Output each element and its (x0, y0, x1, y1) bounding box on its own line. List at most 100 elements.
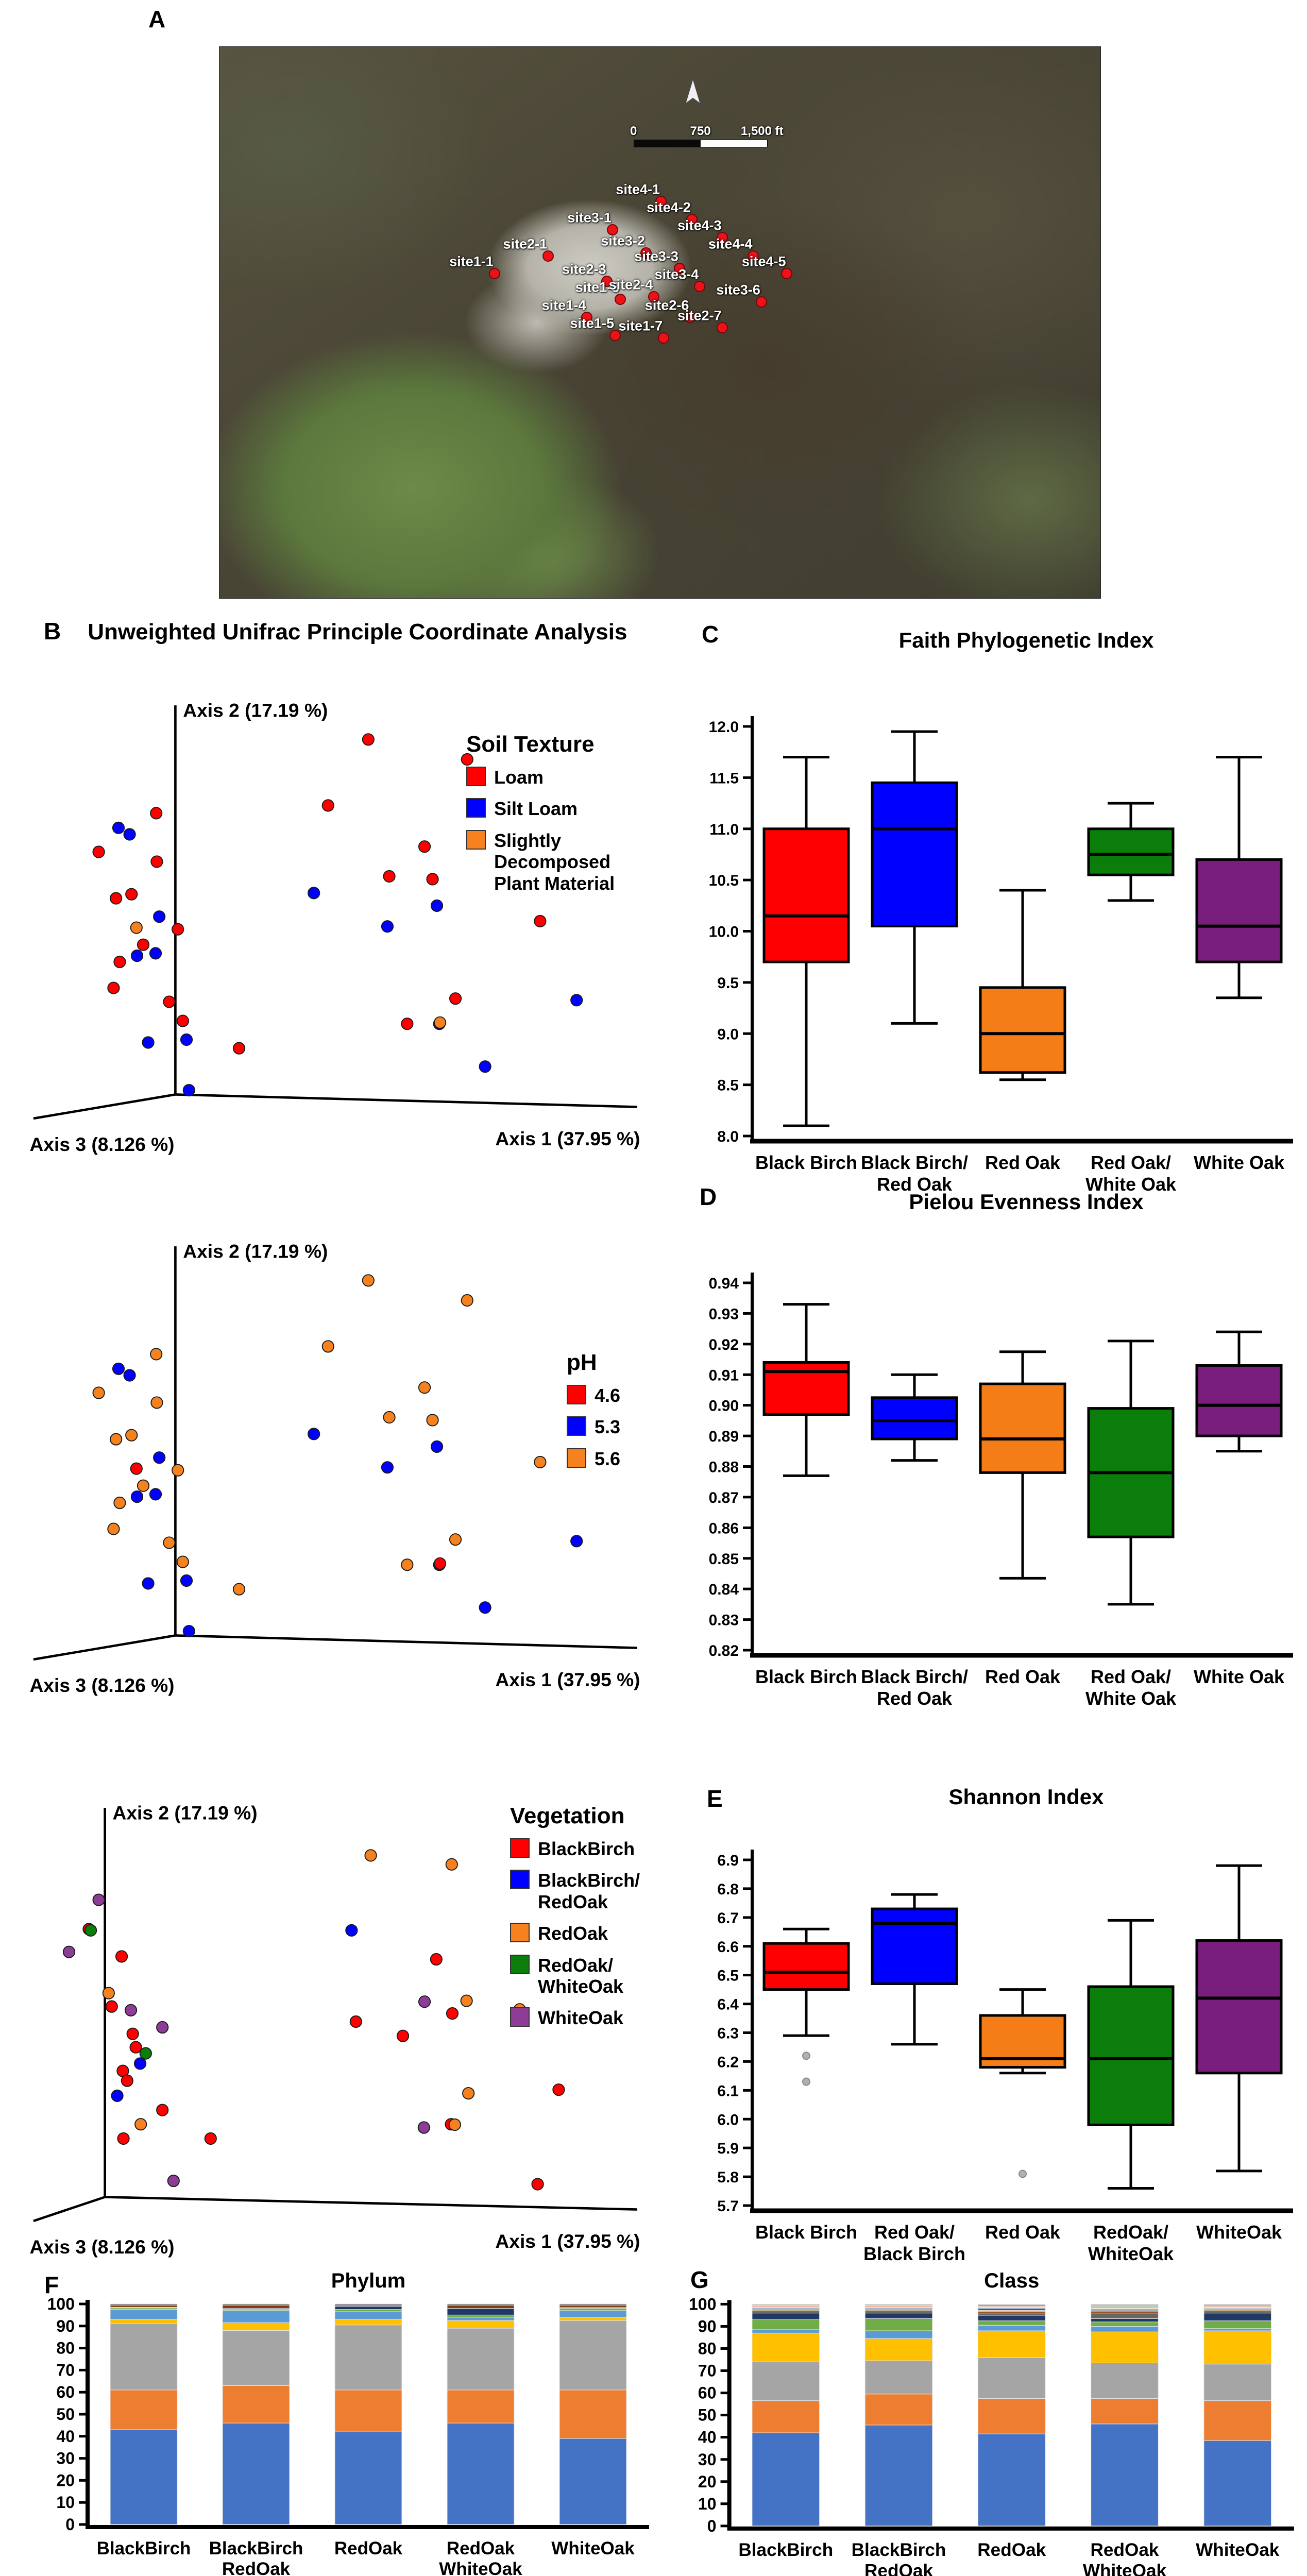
map-site-label: site4-5 (741, 253, 786, 269)
bar-segment (222, 2322, 290, 2331)
map-site-dot (655, 195, 667, 207)
bar-segment (864, 2318, 933, 2331)
y-tick-label: 6.9 (717, 1852, 739, 1869)
y-tick-label: 0.93 (709, 1306, 739, 1323)
bar-segment (1091, 2362, 1159, 2399)
scatter-point (461, 753, 473, 766)
category-label: White Oak (1085, 1688, 1177, 1709)
scatter-point (92, 845, 105, 858)
bar-segment (977, 2330, 1046, 2358)
scatter-point (142, 1577, 155, 1590)
y-tick-label: 0 (65, 2515, 75, 2534)
bar-segment (1091, 2424, 1159, 2527)
scatter-point (102, 1987, 115, 1999)
scatter-point (418, 840, 431, 853)
y-tick-label: 100 (689, 2295, 717, 2313)
map-site-dot (686, 213, 698, 225)
y-tick-label: 9.5 (717, 975, 739, 992)
bar-segment (977, 2357, 1046, 2399)
legend-title: Soil Texture (466, 732, 595, 757)
box (871, 1396, 958, 1440)
category-label: RedOak (977, 2540, 1046, 2560)
map-site-dot (601, 275, 613, 287)
y-tick-label: 0 (707, 2517, 717, 2535)
scatter-point (364, 1849, 377, 1862)
bar-segment (447, 2389, 515, 2424)
scatter-point (418, 1381, 431, 1394)
scatter-point (134, 2118, 147, 2131)
scatter-point (62, 1945, 76, 1958)
bar-segment (1203, 2440, 1272, 2527)
legend-label: WhiteOak (538, 2007, 624, 2029)
y-tick-label: 70 (56, 2361, 75, 2379)
bar-segment (222, 2330, 290, 2386)
y-tick-label: 8.5 (717, 1077, 739, 1094)
category-label: Red Oak (985, 2222, 1061, 2243)
y-tick-label: 0.86 (709, 1520, 739, 1537)
scatter-point (426, 1414, 439, 1427)
category-label: Red Oak/ (1091, 1152, 1171, 1173)
axis1-label: Axis 1 (37.95 %) (495, 2230, 640, 2252)
y-tick-label: 6.3 (717, 2025, 739, 2042)
legend-item: Silt Loam (466, 798, 615, 819)
map-site-dot (717, 232, 728, 244)
legend-swatch (510, 2007, 530, 2027)
shannon-index-chart: Shannon Index 5.7 5.8 5.9 6.0 6.1 6.2 6.3 6.4 6.5… (697, 1777, 1304, 2287)
scatter-point (150, 855, 163, 868)
scatter-point (182, 1083, 195, 1097)
map-site-label: site1-5 (570, 315, 615, 331)
class-stacked-bar-chart: Class 0 10 20 30 40 50 60 70 80 90 100 BlackBirch Bla… (670, 2267, 1307, 2576)
map-site-dot (717, 321, 728, 333)
y-tick-label: 0.83 (709, 1612, 739, 1629)
panel-b-label: B (44, 618, 61, 645)
panel-e-label: E (707, 1785, 723, 1812)
y-tick-label: 9.0 (717, 1026, 739, 1043)
axis1-line (175, 1634, 638, 1649)
y-tick-label: 90 (698, 2317, 717, 2336)
bar-segment (1091, 2321, 1159, 2327)
scatter-point (92, 1386, 105, 1399)
scatter-point (133, 2057, 147, 2070)
scatter-point (84, 1924, 97, 1937)
bar-segment (334, 2306, 402, 2310)
scatter-point (123, 828, 136, 841)
category-label: WhiteOak (1196, 2540, 1280, 2560)
legend-swatch (510, 1870, 530, 1890)
legend-swatch (510, 1838, 530, 1858)
scatter-point (130, 1462, 143, 1475)
pcoa_ph-legend: pH 4.6 5.3 5.6 (567, 1350, 620, 1480)
category-label: White Oak (1194, 1152, 1285, 1173)
scatter-point (172, 1464, 184, 1477)
bar-segment (977, 2311, 1046, 2314)
category-label: BlackBirch (97, 2538, 191, 2558)
scatter-point (534, 1455, 547, 1469)
category-label: RedOak (447, 2538, 515, 2558)
box (1195, 1364, 1283, 1437)
map-site-label: site2-7 (677, 307, 722, 323)
legend-item: 4.6 (567, 1385, 620, 1406)
scatter-point (126, 2027, 139, 2040)
y-tick-label: 6.1 (717, 2082, 739, 2099)
axis2-label: Axis 2 (17.19 %) (183, 699, 328, 721)
axis1-line (105, 2196, 638, 2211)
category-label: White Oak (1085, 1174, 1177, 1195)
bar-segment (447, 2303, 515, 2306)
scatter-point (383, 1411, 396, 1424)
scatter-point (156, 2021, 169, 2034)
bar-segment (110, 2324, 178, 2391)
bar-segment (864, 2303, 933, 2306)
legend-item: RedOak/WhiteOak (510, 1954, 640, 1997)
y-tick-label: 0.84 (709, 1581, 739, 1598)
north-arrow-shape (684, 77, 702, 106)
legend-label: RedOak (538, 1923, 608, 1944)
scalebar-segment-black (634, 140, 701, 147)
legend-item: 5.3 (567, 1416, 620, 1437)
category-label: Red Oak (985, 1152, 1061, 1173)
scatter-point (534, 914, 547, 928)
pcoa_veg-plot: Axis 2 (17.19 %) Axis 3 (8.126 %) Axis 1 (… (29, 1802, 640, 2258)
bar-segment (752, 2400, 820, 2433)
y-tick-label: 6.2 (717, 2054, 739, 2071)
map-site-label: site3-4 (654, 266, 699, 282)
scatter-point (433, 1016, 447, 1029)
scatter-point (418, 1995, 431, 2008)
